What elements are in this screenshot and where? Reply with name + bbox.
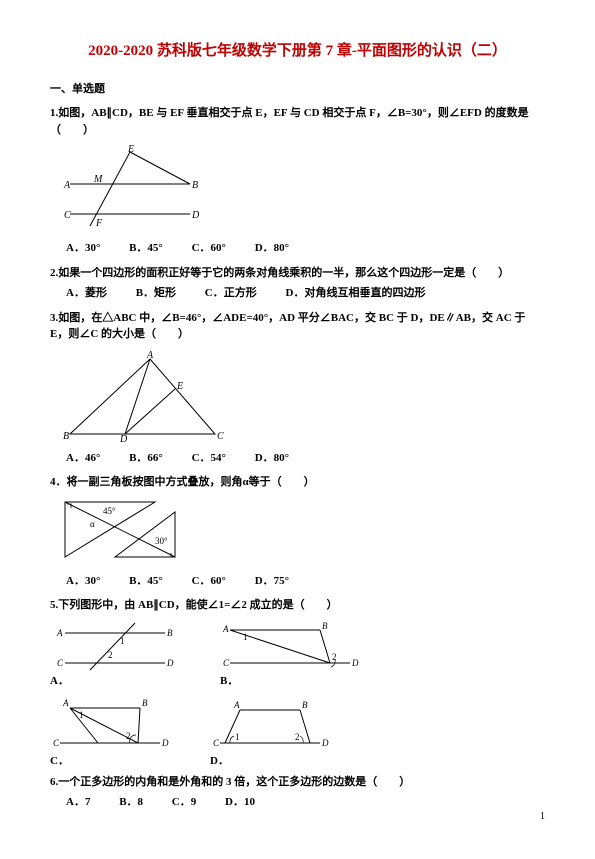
svg-text:E: E <box>176 381 183 392</box>
svg-text:C: C <box>64 210 71 221</box>
opt-b: B．45° <box>129 240 163 257</box>
svg-text:D: D <box>119 434 128 444</box>
svg-text:A: A <box>63 180 71 191</box>
figure-q4: α 45° 30° <box>60 497 545 567</box>
svg-text:C: C <box>53 738 60 748</box>
section-header: 一、单选题 <box>50 81 545 98</box>
svg-text:1: 1 <box>235 732 240 742</box>
opt-b: B．45° <box>129 573 163 590</box>
svg-text:B: B <box>142 698 148 708</box>
svg-text:E: E <box>127 144 134 155</box>
opt-b: B．66° <box>129 450 163 467</box>
opt-d: D．10 <box>225 794 255 811</box>
q6-options: A．7 B．8 C．9 D．10 <box>66 794 545 811</box>
opt-c: C．60° <box>192 573 226 590</box>
svg-text:A: A <box>56 628 63 638</box>
q2-options: A．菱形 B．矩形 C．正方形 D．对角线互相垂直的四边形 <box>66 285 545 302</box>
svg-text:2: 2 <box>332 652 337 662</box>
svg-text:α: α <box>90 519 95 529</box>
svg-text:C: C <box>217 431 224 442</box>
question-4: 4．将一副三角板按图中方式叠放，则角α等于（ ） <box>50 474 545 491</box>
svg-text:D: D <box>321 738 329 748</box>
opt-a: A．7 <box>66 794 90 811</box>
figure-q1: E A M B C F D <box>60 144 545 234</box>
svg-text:B: B <box>302 700 308 710</box>
q1-options: A．30° B．45° C．60° D．80° <box>66 240 545 257</box>
svg-text:B: B <box>167 628 173 638</box>
opt-d: D．75° <box>255 573 289 590</box>
opt-a: A．30° <box>66 573 100 590</box>
svg-text:A: A <box>233 700 240 710</box>
q4-options: A．30° B．45° C．60° D．75° <box>66 573 545 590</box>
svg-text:30°: 30° <box>155 536 168 546</box>
page-title: 2020-2020 苏科版七年级数学下册第 7 章-平面图形的认识（二） <box>50 40 545 63</box>
svg-text:45°: 45° <box>103 506 116 516</box>
svg-text:A: A <box>222 624 229 634</box>
q3-options: A．46° B．66° C．54° D．80° <box>66 450 545 467</box>
page-number: 1 <box>540 809 545 824</box>
svg-text:A: A <box>146 350 154 361</box>
opt-b: B．矩形 <box>136 285 176 302</box>
q5-label-a: A． <box>50 675 69 687</box>
opt-d: D．对角线互相垂直的四边形 <box>286 285 426 302</box>
svg-text:1: 1 <box>243 632 248 642</box>
opt-a: A．菱形 <box>66 285 107 302</box>
svg-text:1: 1 <box>120 636 125 646</box>
figure-q5c: A B C D 1 2 <box>50 693 170 753</box>
opt-b: B．8 <box>119 794 143 811</box>
opt-a: A．30° <box>66 240 100 257</box>
question-1: 1.如图，AB∥CD，BE 与 EF 垂直相交于点 E，EF 与 CD 相交于点… <box>50 105 545 138</box>
svg-text:D: D <box>191 210 200 221</box>
svg-text:C: C <box>57 658 64 668</box>
question-3: 3.如图，在△ABC 中，∠B=46°，∠ADE=40°，AD 平分∠BAC，交… <box>50 310 545 343</box>
svg-text:B: B <box>322 621 328 631</box>
opt-c: C．9 <box>172 794 196 811</box>
figure-q5d: A B C D 1 2 <box>210 698 330 753</box>
figure-q3: A B D C E <box>60 349 545 444</box>
svg-text:M: M <box>93 174 103 185</box>
q5-label-c: C． <box>50 755 69 767</box>
question-6: 6.一个正多边形的内角和是外角和的 3 倍，这个正多边形的边数是（ ） <box>50 774 545 791</box>
svg-text:1: 1 <box>79 710 84 720</box>
question-2: 2.如果一个四边形的面积正好等于它的两条对角线乘积的一半，那么这个四边形一定是（… <box>50 265 545 282</box>
opt-c: C．54° <box>192 450 226 467</box>
q5-label-b: B． <box>220 675 238 687</box>
svg-text:2: 2 <box>108 650 113 660</box>
svg-text:D: D <box>166 658 174 668</box>
opt-d: D．80° <box>255 450 289 467</box>
opt-c: C．正方形 <box>205 285 257 302</box>
q5-row1: A B C D 1 2 A． A B C D 1 2 B． <box>50 618 545 690</box>
svg-text:A: A <box>62 698 69 708</box>
svg-text:2: 2 <box>295 732 300 742</box>
svg-text:D: D <box>161 738 169 748</box>
figure-q5b: A B C D 1 2 <box>220 618 360 673</box>
opt-d: D．80° <box>255 240 289 257</box>
svg-text:F: F <box>95 218 103 229</box>
svg-text:B: B <box>63 431 69 442</box>
opt-c: C．60° <box>192 240 226 257</box>
svg-text:C: C <box>213 738 220 748</box>
svg-text:D: D <box>351 658 359 668</box>
svg-text:B: B <box>192 180 198 191</box>
q5-row2: A B C D 1 2 C． A B C D 1 2 D． <box>50 693 545 770</box>
q5-label-d: D． <box>210 755 229 767</box>
question-5: 5.下列图形中，由 AB∥CD，能使∠1=∠2 成立的是（ ） <box>50 597 545 614</box>
figure-q5a: A B C D 1 2 <box>50 618 180 673</box>
opt-a: A．46° <box>66 450 100 467</box>
svg-text:C: C <box>223 658 230 668</box>
